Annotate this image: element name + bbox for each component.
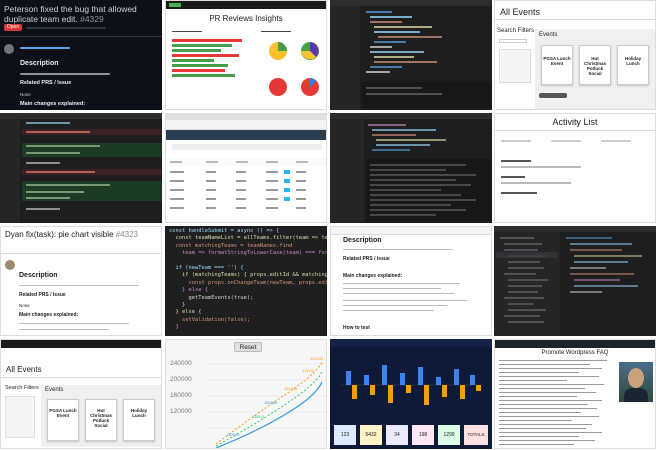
tile-code-editor-2: [330, 113, 492, 223]
tile-code-editor-1: [330, 0, 492, 110]
top-nav: [166, 1, 326, 9]
tile-file-explorer: [494, 226, 656, 336]
code-line: const props.onChangeTeam(newTeam, props.…: [169, 279, 327, 286]
code-line: if (newTeam === '') {: [169, 265, 244, 272]
line-chart-plot: 191444 211111 222222 136111 150000 120000: [206, 356, 326, 448]
tile-description-doc: Description Related PRS / Issue Main cha…: [330, 226, 492, 336]
divider: [0, 36, 162, 37]
code-block: const handleSubmit = async () => { const…: [169, 228, 327, 332]
filter-input[interactable]: [499, 39, 527, 43]
tile-all-events-2: All Events Search Filters Events PGSA Lu…: [0, 339, 162, 449]
tile-all-events: All Events Search Filters Events PGSA Lu…: [494, 0, 656, 110]
reset-button[interactable]: Reset: [234, 342, 262, 352]
y-axis-labels: 240000 200000 160000 120000: [170, 360, 192, 415]
tile-wordpress-faq: Promote Wordpress FAQ: [494, 339, 656, 449]
video-thumbnail[interactable]: [619, 362, 653, 402]
bar-chart: [340, 365, 482, 405]
activity-title: Activity List: [552, 117, 598, 127]
code-line: getTeamEvents(true);: [169, 294, 254, 301]
pie-charts: [269, 42, 319, 96]
tile-line-chart: Reset 240000 200000 160000 120000 191444 211…: [165, 339, 327, 449]
status-badge: Open: [4, 24, 22, 31]
pr-meta: [26, 27, 106, 29]
stat-cards: 123 5432 34 198 1299 TOTALS: [334, 425, 488, 445]
avatar-2: [5, 260, 15, 270]
tile-code-zoom: const handleSubmit = async () => { const…: [165, 226, 327, 336]
desc-text: [20, 73, 110, 75]
tile-diff-editor: [0, 113, 162, 223]
svg-text:120000: 120000: [226, 432, 240, 437]
code-line: const matchingTeams = teamNames.find: [169, 242, 293, 249]
svg-text:136111: 136111: [252, 414, 266, 419]
code-line: if (matchingTeams) { props.editId && mat…: [181, 272, 327, 279]
event-card-4[interactable]: PGSA Lunch Event: [47, 399, 79, 441]
filters-row[interactable]: [501, 138, 651, 144]
calendar-widget[interactable]: [499, 49, 531, 83]
events-title-2: All Events: [6, 365, 42, 374]
tile-bar-dashboard: 123 5432 34 198 1299 TOTALS: [330, 339, 492, 449]
code-line: } else {: [169, 287, 208, 294]
create-event-button[interactable]: [539, 93, 567, 98]
events-heading: Events: [539, 32, 558, 38]
pr-title-2: Dyan fix(task): pie chart visible #4323: [5, 230, 138, 239]
svg-text:211111: 211111: [302, 368, 315, 373]
related-heading: Related PRS / Issue: [20, 80, 72, 86]
related-none: None: [20, 92, 31, 97]
tile-pr-pie-chart: Dyan fix(task): pie chart visible #4323 …: [0, 226, 162, 336]
code-line: const handleSubmit = async () => {: [169, 228, 280, 234]
code-line: }: [169, 324, 179, 331]
avatar: [4, 44, 14, 54]
pr-title: Peterson fixed the bug that allowed dupl…: [4, 4, 162, 24]
code-line: }: [169, 302, 186, 309]
code-line: } else {: [169, 309, 202, 316]
pr-number: #4329: [80, 14, 104, 24]
event-card-5[interactable]: Hut Christmas Potluck Social: [85, 399, 117, 441]
author-line: [20, 47, 70, 49]
tile-pr-insights: PR Reviews Insights: [165, 0, 327, 110]
events-panel: Events PGSA Lunch Event Hut Christmas Po…: [535, 29, 655, 109]
pr-title-text: Peterson fixed the bug that allowed dupl…: [4, 4, 137, 24]
code-line: [169, 258, 327, 265]
search-filters-label: Search Filters: [497, 28, 535, 34]
event-card-1[interactable]: PGSA Lunch Event: [541, 45, 573, 85]
main-changes-heading: Main changes explained:: [20, 101, 86, 107]
tile-activity-list: Activity List: [494, 113, 656, 223]
svg-text:222222: 222222: [310, 356, 324, 361]
event-card-2[interactable]: Hut Christmas Potluck Social: [579, 45, 611, 85]
event-card-6[interactable]: Holiday Lunch: [123, 399, 155, 441]
code-line: const teamNameList = allTeams.filter(tea…: [175, 235, 327, 242]
faq-title: Promote Wordpress FAQ: [541, 350, 609, 356]
code-line: setValidation(false);: [169, 316, 251, 323]
tile-pr-duplicate-team: Peterson fixed the bug that allowed dupl…: [0, 0, 162, 110]
insights-title: PR Reviews Insights: [209, 14, 283, 23]
events-title: All Events: [500, 7, 541, 17]
description-heading-2: Description: [19, 272, 58, 279]
filter-panel-2[interactable]: [5, 396, 35, 438]
code-line: team => formatStringToLowerCase(team) ==…: [181, 250, 327, 257]
tile-data-table: [165, 113, 327, 223]
file-explorer: [330, 6, 360, 110]
review-bars: [172, 39, 242, 79]
description-heading-3: Description: [343, 237, 382, 244]
svg-text:150000: 150000: [264, 400, 278, 405]
description-heading: Description: [20, 60, 59, 67]
svg-text:191444: 191444: [284, 386, 298, 391]
event-card-3[interactable]: Holiday Lunch: [617, 45, 649, 85]
